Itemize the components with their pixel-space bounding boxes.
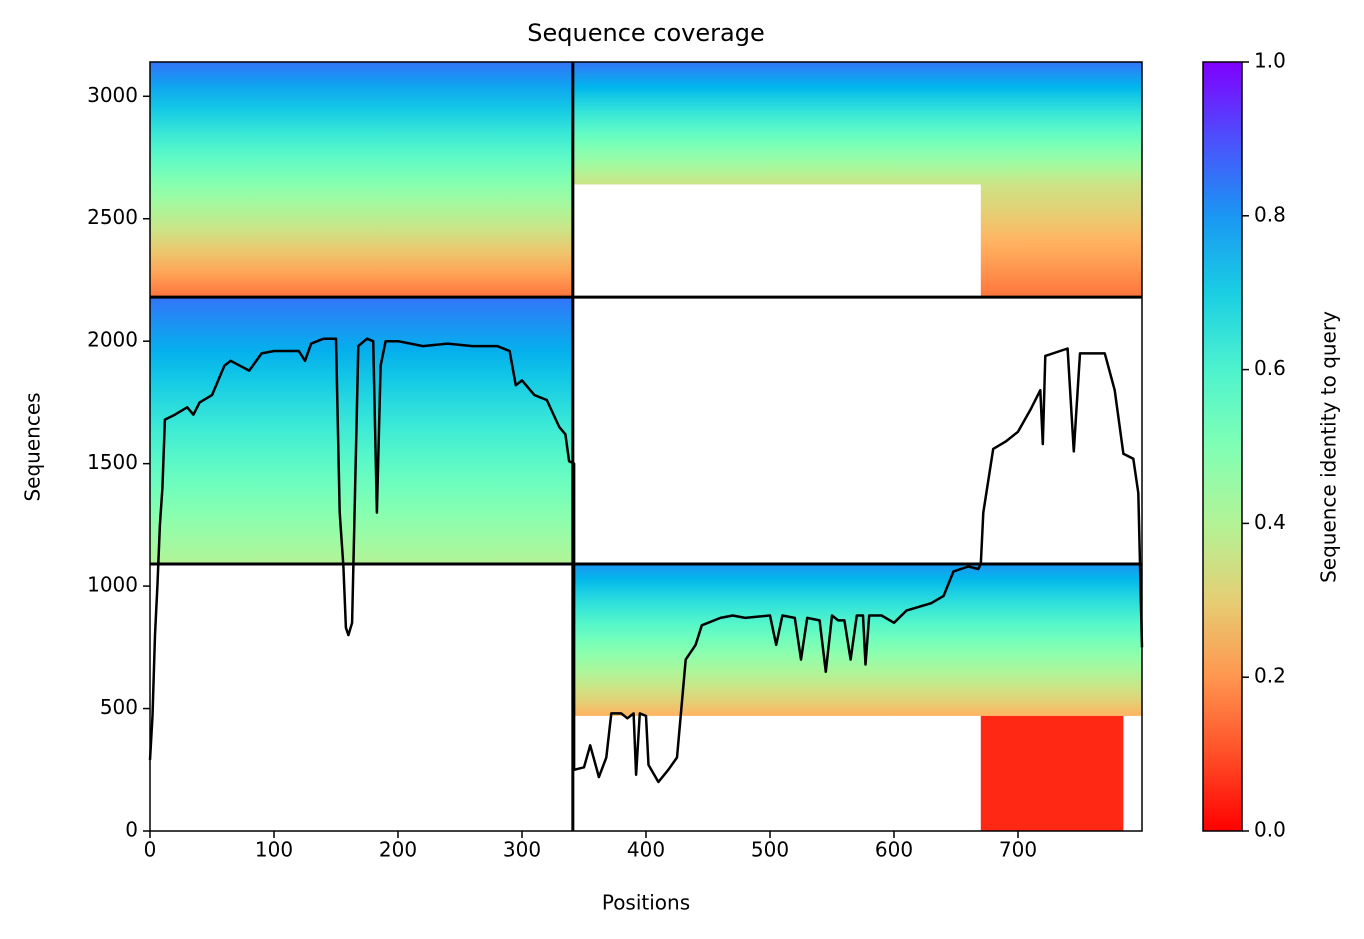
identity-region	[150, 62, 573, 298]
colorbar-tick-label: 0.2	[1254, 664, 1286, 688]
identity-region	[980, 715, 1124, 831]
colorbar-tick-label: 0.0	[1254, 818, 1286, 842]
x-tick-label: 700	[999, 838, 1037, 862]
colorbar-tick-label: 0.4	[1254, 510, 1286, 534]
y-tick-label: 1000	[87, 573, 138, 597]
chart-title: Sequence coverage	[527, 19, 764, 47]
y-tick-label: 2500	[87, 205, 138, 229]
identity-region	[150, 297, 573, 565]
colorbar-tick-label: 1.0	[1254, 49, 1286, 73]
colorbar-label: Sequence identity to query	[1317, 311, 1341, 583]
colorbar-tick-label: 0.6	[1254, 356, 1286, 380]
x-tick-label: 400	[627, 838, 665, 862]
x-tick-label: 500	[751, 838, 789, 862]
y-tick-label: 1500	[87, 450, 138, 474]
y-tick-label: 2000	[87, 328, 138, 352]
y-tick-label: 0	[125, 818, 138, 842]
coverage-line	[148, 337, 1144, 784]
identity-region	[572, 62, 1142, 185]
identity-region	[980, 184, 1142, 298]
x-tick-label: 200	[379, 838, 417, 862]
x-tick-label: 300	[503, 838, 541, 862]
y-tick-label: 3000	[87, 83, 138, 107]
x-tick-label: 600	[875, 838, 913, 862]
y-axis-label: Sequences	[21, 392, 45, 501]
y-tick-label: 500	[100, 695, 138, 719]
identity-region	[572, 564, 1142, 716]
x-tick-label: 0	[144, 838, 157, 862]
x-tick-label: 100	[255, 838, 293, 862]
colorbar	[1202, 61, 1243, 832]
x-axis-label: Positions	[602, 891, 690, 915]
colorbar-tick-label: 0.8	[1254, 202, 1286, 226]
